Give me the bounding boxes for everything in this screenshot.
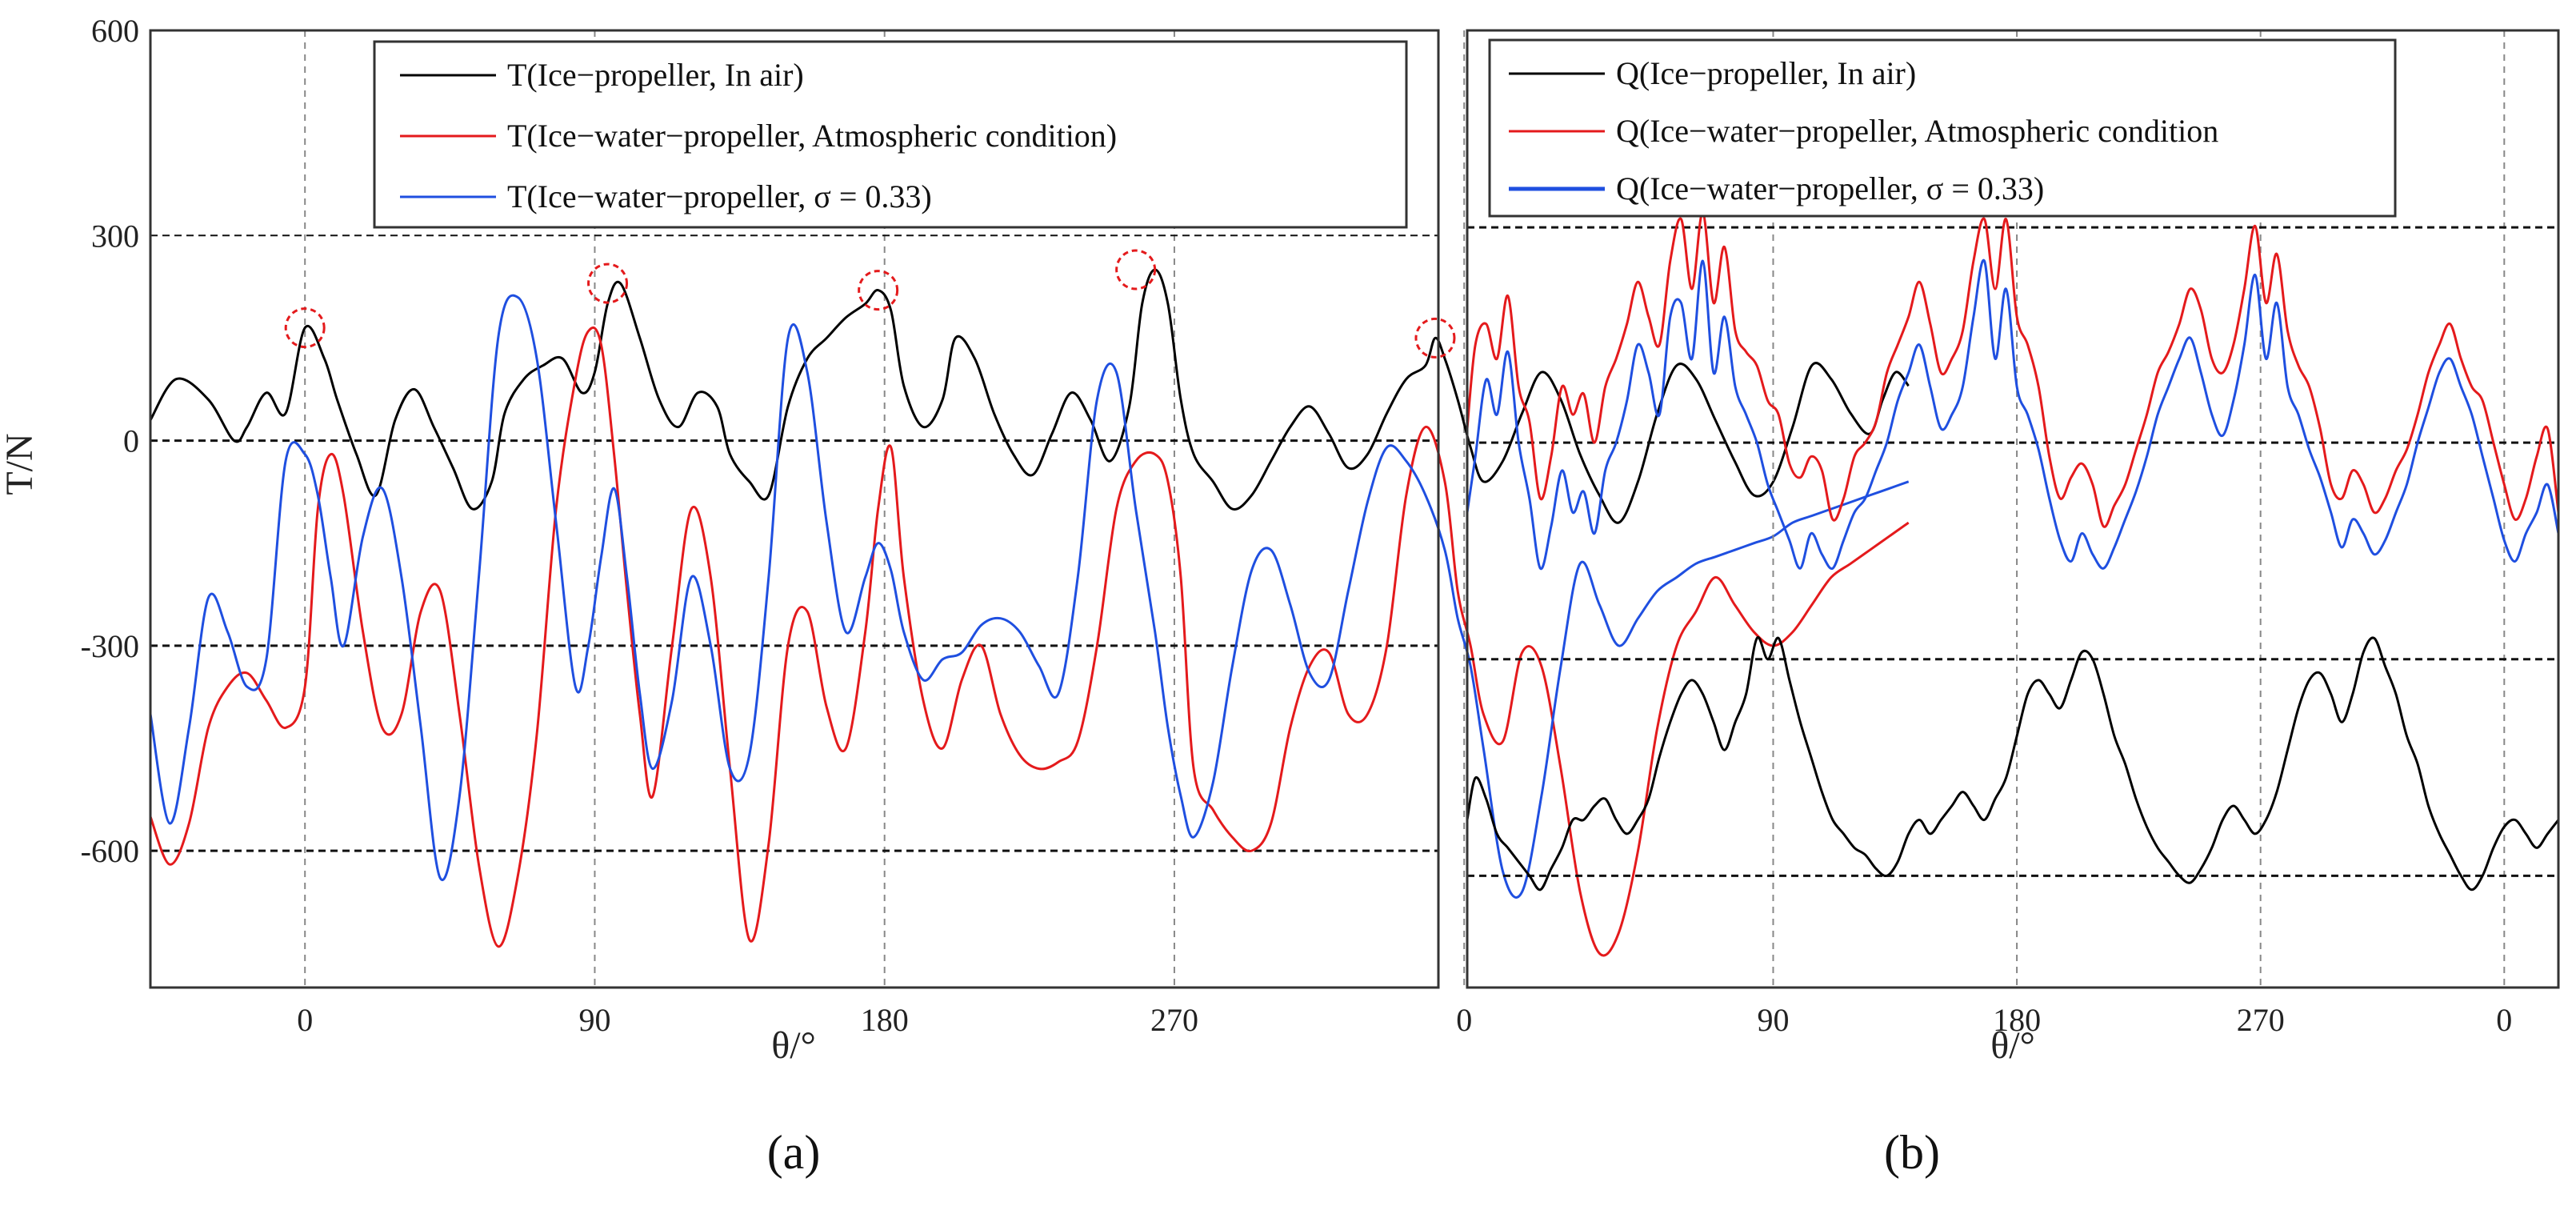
a-series-lines [149, 268, 1910, 957]
a-xtick-label-2: 180 [861, 1002, 909, 1038]
a-legend-box [373, 40, 1408, 229]
b-legend: Q(Ice−propeller, In air) Q(Ice−water−prop… [1488, 38, 2397, 218]
b-plot-frame [1466, 29, 2560, 989]
a-peak-marker-3 [1115, 249, 1157, 290]
panel-b: 90 180 270 0 θ/° Q(Ice−propeller, In air)Q(… [1466, 29, 2560, 1179]
b-xtick-label-3: 0 [2496, 1002, 2512, 1038]
b-legend-label-2: Q(Ice−water−propeller, σ = 0.33) [1616, 170, 2044, 206]
b-x-tick-labels: 90 180 270 0 [1757, 1002, 2512, 1038]
a-peak-marker-2 [858, 270, 899, 311]
a-plot-frame [149, 29, 1440, 989]
a-ytick-label-4: -600 [81, 833, 139, 869]
a-y-tick-labels: 600 300 0 -300 -600 [81, 13, 139, 869]
b-legend-box [1488, 38, 2397, 218]
a-series-line-1 [149, 326, 1910, 957]
a-peak-marker-1 [587, 262, 629, 304]
a-xtick-label-3: 270 [1150, 1002, 1198, 1038]
a-xtick-label-4: 0 [1456, 1002, 1472, 1038]
a-series-line-2 [149, 294, 1910, 899]
a-panel-label: (a) [767, 1126, 821, 1179]
b-panel-label: (b) [1884, 1126, 1940, 1179]
b-legend-items: Q(Ice−propeller, In air) Q(Ice−water−prop… [1509, 55, 2218, 206]
a-series-line-0 [149, 268, 1910, 524]
b-legend-label-0: Q(Ice−propeller, In air) [1616, 55, 1916, 91]
b-xtick-label-2: 270 [2237, 1002, 2285, 1038]
a-xtick-label-1: 90 [578, 1002, 610, 1038]
a-legend-label-1: T(Ice−water−propeller, Atmospheric condi… [507, 118, 1117, 154]
b-xtick-label-1: 180 [1993, 1002, 2041, 1038]
b-legend-label-1: Q(Ice−water−propeller, Atmospheric condi… [1616, 113, 2218, 149]
a-ytick-label-1: 300 [91, 218, 139, 254]
panel-a: 600 300 0 -300 -600 0 90 180 270 0 T/N θ/° T(Ice… [0, 13, 1910, 1179]
a-ytick-label-2: 0 [123, 423, 139, 459]
b-series-lines [1466, 210, 2560, 891]
a-peak-markers [284, 249, 1456, 359]
b-series-line-1 [1466, 210, 2560, 528]
a-legend-label-2: T(Ice−water−propeller, σ = 0.33) [507, 178, 932, 214]
a-legend-label-0: T(Ice−propeller, In air) [507, 57, 804, 93]
a-ytick-label-0: 600 [91, 13, 139, 49]
a-ytick-label-3: -300 [81, 628, 139, 664]
a-legend-items: T(Ice−propeller, In air) T(Ice−water−prop… [400, 57, 1117, 214]
b-xtick-label-0: 90 [1757, 1002, 1789, 1038]
a-peak-marker-0 [284, 307, 326, 349]
a-x-tick-labels: 0 90 180 270 0 [297, 1002, 1472, 1038]
b-series-line-2 [1466, 258, 2560, 571]
b-x-axis-label: θ/° [1990, 1024, 2035, 1067]
a-legend: T(Ice−propeller, In air) T(Ice−water−prop… [373, 40, 1408, 229]
a-x-axis-label: θ/° [771, 1024, 816, 1067]
a-peak-marker-4 [1414, 317, 1456, 359]
a-y-axis-label: T/N [0, 433, 41, 495]
a-xtick-label-0: 0 [297, 1002, 313, 1038]
b-series-line-0 [1466, 636, 2560, 891]
